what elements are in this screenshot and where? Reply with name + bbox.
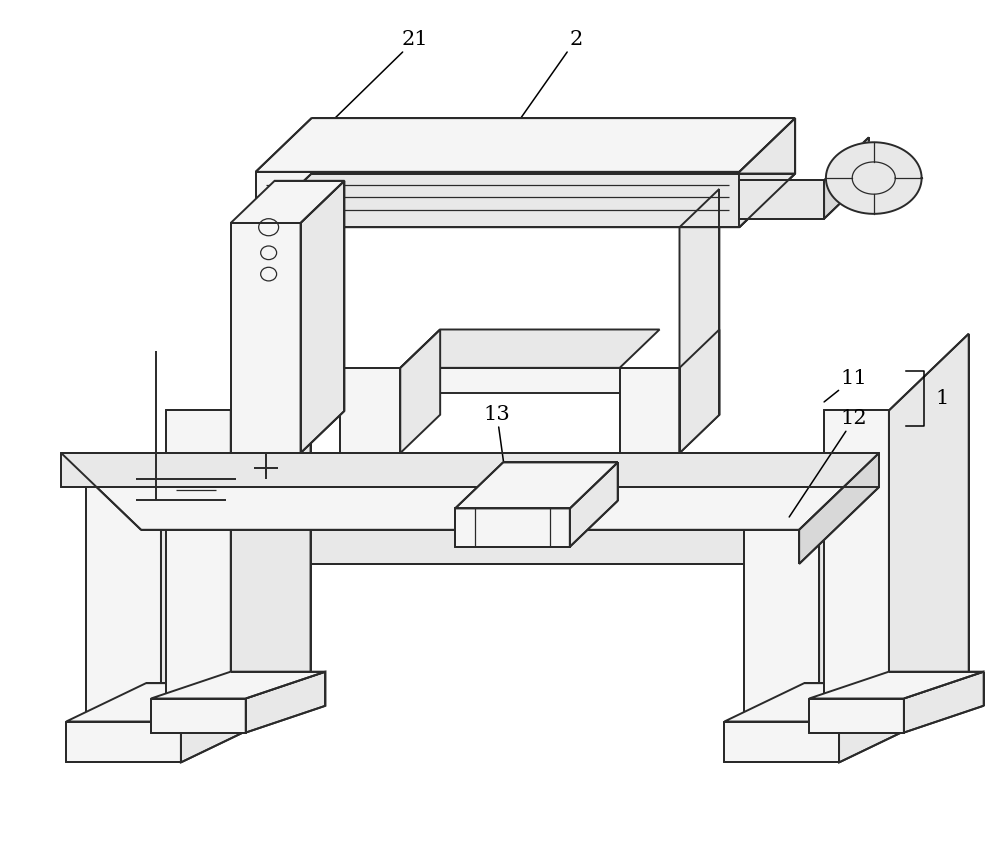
Polygon shape xyxy=(824,410,889,699)
Polygon shape xyxy=(826,142,922,214)
Polygon shape xyxy=(256,118,795,172)
Polygon shape xyxy=(151,672,325,699)
Polygon shape xyxy=(455,509,570,547)
Polygon shape xyxy=(724,683,919,722)
Polygon shape xyxy=(161,410,241,722)
Polygon shape xyxy=(61,453,879,487)
Polygon shape xyxy=(680,329,719,453)
Polygon shape xyxy=(839,683,919,763)
Polygon shape xyxy=(66,722,181,763)
Polygon shape xyxy=(809,672,984,699)
Text: 2: 2 xyxy=(510,30,582,133)
Polygon shape xyxy=(724,722,839,763)
Polygon shape xyxy=(570,463,618,547)
Polygon shape xyxy=(904,672,984,733)
Polygon shape xyxy=(739,118,795,227)
Polygon shape xyxy=(455,463,618,509)
Polygon shape xyxy=(61,453,879,530)
Text: 21: 21 xyxy=(276,30,429,176)
Polygon shape xyxy=(680,189,719,453)
Polygon shape xyxy=(86,487,161,722)
Text: 11: 11 xyxy=(824,369,867,402)
Polygon shape xyxy=(231,333,311,699)
Polygon shape xyxy=(166,410,231,699)
Polygon shape xyxy=(181,683,261,763)
Text: 12: 12 xyxy=(789,410,867,517)
Polygon shape xyxy=(66,683,261,722)
Polygon shape xyxy=(799,453,879,563)
Polygon shape xyxy=(889,333,969,699)
Polygon shape xyxy=(400,329,660,368)
Polygon shape xyxy=(231,180,344,223)
Text: 22: 22 xyxy=(269,388,309,453)
Polygon shape xyxy=(809,699,904,733)
Polygon shape xyxy=(301,180,344,453)
Polygon shape xyxy=(819,410,899,722)
Polygon shape xyxy=(151,699,246,733)
Polygon shape xyxy=(824,138,869,219)
Polygon shape xyxy=(620,368,680,453)
Text: 13: 13 xyxy=(484,405,510,509)
Polygon shape xyxy=(340,368,400,453)
Polygon shape xyxy=(400,368,620,393)
Polygon shape xyxy=(256,172,739,227)
Polygon shape xyxy=(256,174,795,227)
Polygon shape xyxy=(141,530,799,563)
Polygon shape xyxy=(400,329,440,453)
Polygon shape xyxy=(739,180,824,219)
Polygon shape xyxy=(231,223,301,453)
Polygon shape xyxy=(246,672,325,733)
Polygon shape xyxy=(744,487,819,722)
Text: 1: 1 xyxy=(936,389,949,408)
